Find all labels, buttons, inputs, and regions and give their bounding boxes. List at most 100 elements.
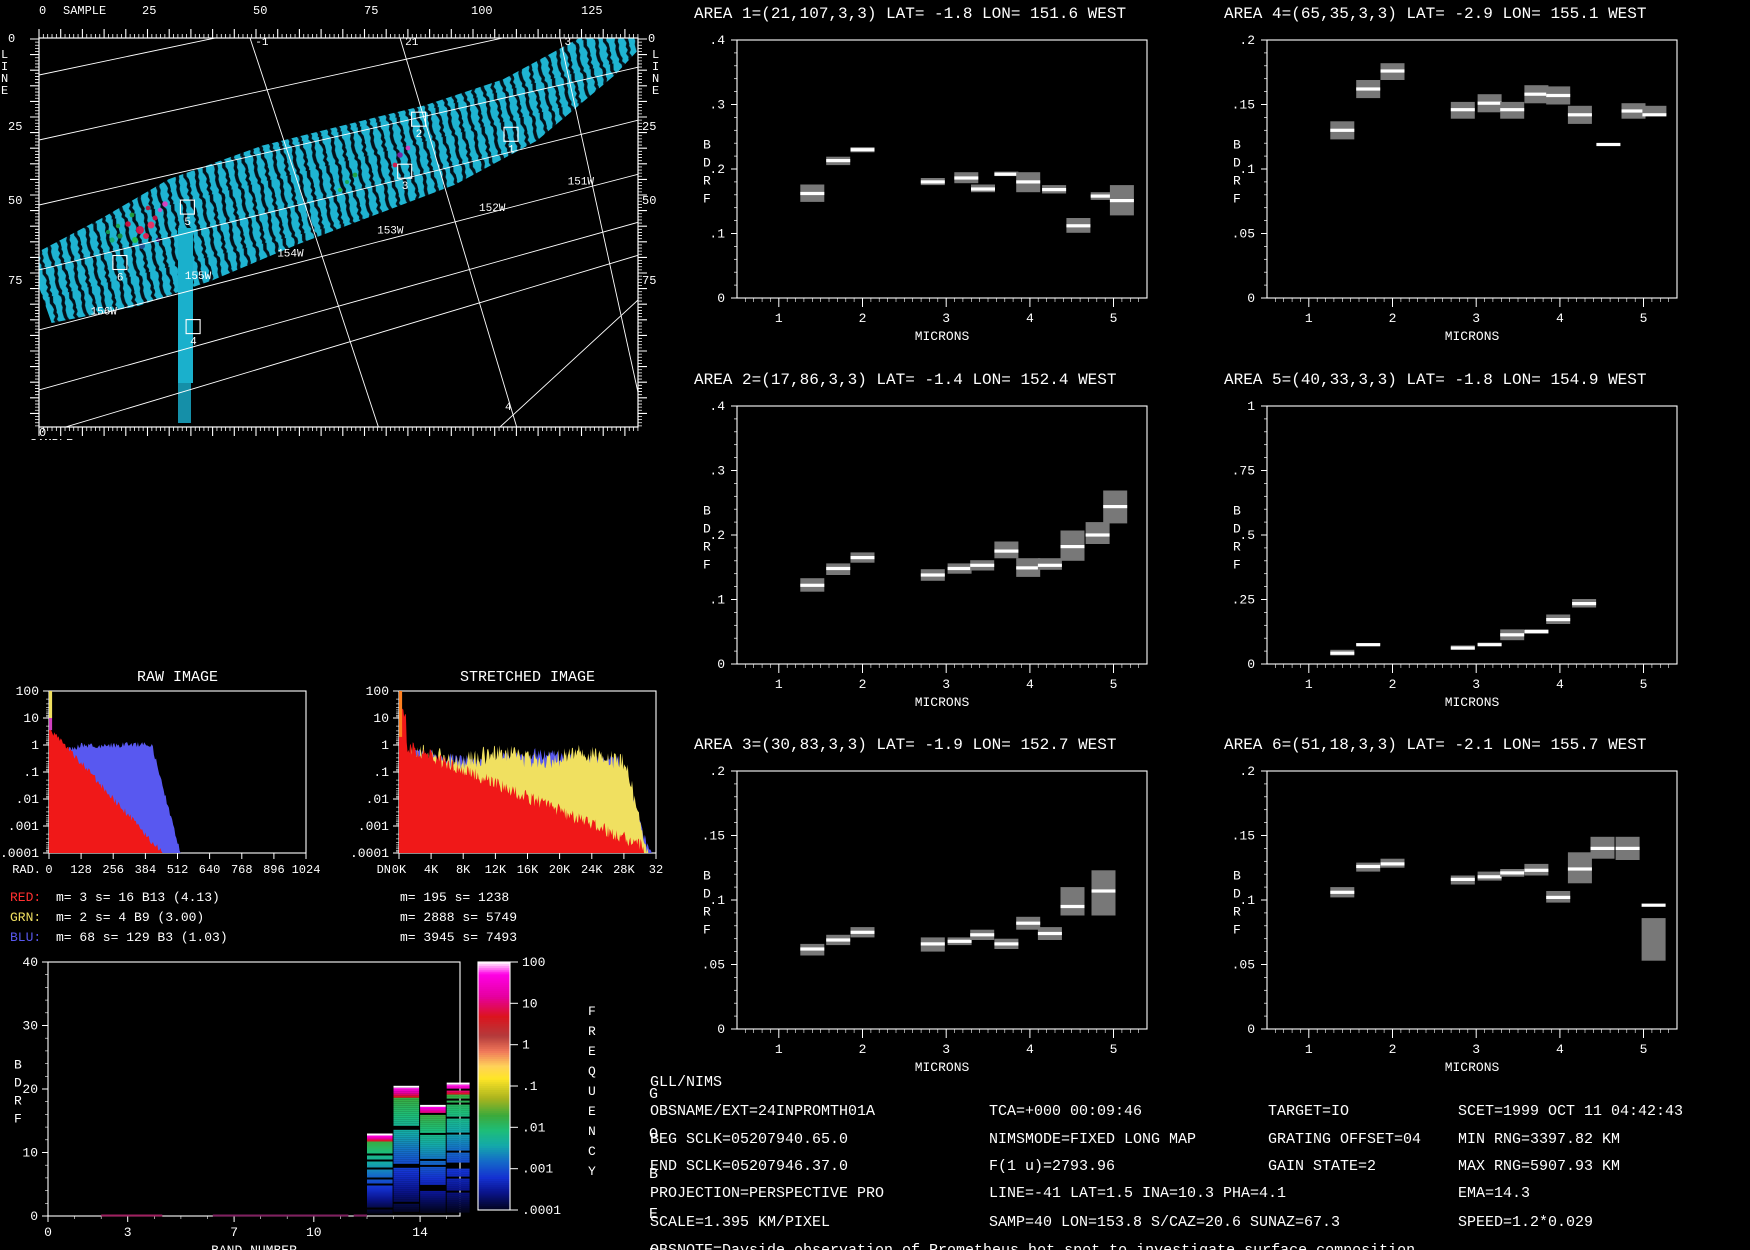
svg-text:3: 3 bbox=[1472, 677, 1480, 692]
svg-text:B: B bbox=[703, 503, 711, 518]
svg-text:C: C bbox=[588, 1144, 596, 1159]
svg-text:0: 0 bbox=[1247, 291, 1255, 306]
svg-text:MICRONS: MICRONS bbox=[915, 1060, 970, 1075]
svg-text:R: R bbox=[588, 1024, 596, 1039]
svg-text:OBSNAME/EXT=24INPROMTH01A: OBSNAME/EXT=24INPROMTH01A bbox=[650, 1103, 875, 1120]
svg-text:.1: .1 bbox=[1239, 893, 1255, 908]
svg-text:.25: .25 bbox=[1232, 593, 1255, 608]
svg-text:.05: .05 bbox=[1232, 227, 1255, 242]
svg-text:1: 1 bbox=[522, 1038, 530, 1053]
svg-text:2: 2 bbox=[1389, 311, 1397, 326]
svg-text:128: 128 bbox=[70, 863, 92, 877]
svg-text:.75: .75 bbox=[1232, 464, 1255, 479]
svg-text:EMA=14.3: EMA=14.3 bbox=[1458, 1185, 1530, 1202]
svg-text:.3: .3 bbox=[709, 464, 725, 479]
svg-text:.1: .1 bbox=[709, 227, 725, 242]
svg-text:m= 2 s= 4 B9 (3.00): m= 2 s= 4 B9 (3.00) bbox=[56, 910, 204, 925]
svg-text:0: 0 bbox=[1247, 1022, 1255, 1037]
svg-text:LINE=-41 LAT=1.5 INA=10.: LINE=-41 LAT=1.5 INA=10.3 PHA=4.1 bbox=[989, 1185, 1286, 1202]
svg-text:R: R bbox=[703, 173, 711, 188]
svg-text:896: 896 bbox=[263, 863, 285, 877]
svg-text:10: 10 bbox=[306, 1225, 322, 1240]
svg-text:AREA 3=(30,83,3,3) LAT= -1.9: AREA 3=(30,83,3,3) LAT= -1.9 LON= 152.7 … bbox=[694, 736, 1116, 754]
svg-text:0: 0 bbox=[45, 863, 52, 877]
svg-text:MICRONS: MICRONS bbox=[915, 329, 970, 344]
svg-text:.1: .1 bbox=[23, 765, 39, 780]
svg-text:MICRONS: MICRONS bbox=[1445, 695, 1500, 710]
svg-text:640: 640 bbox=[199, 863, 221, 877]
svg-text:4K: 4K bbox=[424, 863, 439, 877]
svg-text:F: F bbox=[1233, 922, 1241, 937]
svg-text:0: 0 bbox=[717, 657, 725, 672]
svg-text:F: F bbox=[14, 1112, 22, 1127]
svg-text:B: B bbox=[1233, 137, 1241, 152]
svg-text:5: 5 bbox=[1640, 677, 1648, 692]
svg-text:100: 100 bbox=[366, 684, 389, 699]
svg-text:384: 384 bbox=[135, 863, 157, 877]
svg-text:24K: 24K bbox=[581, 863, 603, 877]
svg-text:.2: .2 bbox=[709, 764, 725, 779]
svg-text:0: 0 bbox=[717, 1022, 725, 1037]
svg-text:SCALE=1.395 KM/PIXEL: SCALE=1.395 KM/PIXEL bbox=[650, 1214, 830, 1231]
svg-text:.4: .4 bbox=[709, 33, 725, 48]
svg-text:20K: 20K bbox=[549, 863, 571, 877]
svg-text:.0001: .0001 bbox=[0, 846, 39, 861]
svg-text:D: D bbox=[703, 521, 711, 536]
svg-text:1: 1 bbox=[1305, 677, 1313, 692]
svg-text:.2: .2 bbox=[709, 162, 725, 177]
svg-text:E: E bbox=[588, 1044, 596, 1059]
svg-text:.3: .3 bbox=[709, 98, 725, 113]
svg-text:.0001: .0001 bbox=[350, 846, 389, 861]
svg-text:PROJECTION=PERSPECTIVE PRO: PROJECTION=PERSPECTIVE PRO bbox=[650, 1185, 884, 1202]
svg-text:R: R bbox=[1233, 539, 1241, 554]
svg-text:R: R bbox=[703, 539, 711, 554]
svg-text:8K: 8K bbox=[456, 863, 471, 877]
svg-text:D: D bbox=[1233, 521, 1241, 536]
svg-text:BEG SCLK=05207940.65.0: BEG SCLK=05207940.65.0 bbox=[650, 1131, 848, 1148]
svg-text:3: 3 bbox=[942, 677, 950, 692]
svg-text:30: 30 bbox=[22, 1019, 38, 1034]
svg-text:AREA 1=(21,107,3,3) LAT= -1.: AREA 1=(21,107,3,3) LAT= -1.8 LON= 151.6… bbox=[694, 5, 1126, 23]
svg-text:16K: 16K bbox=[517, 863, 539, 877]
svg-text:F: F bbox=[1233, 557, 1241, 572]
svg-text:.15: .15 bbox=[1232, 98, 1255, 113]
svg-text:AREA 5=(40,33,3,3) LAT= -1.8: AREA 5=(40,33,3,3) LAT= -1.8 LON= 154.9 … bbox=[1224, 371, 1646, 389]
svg-text:RAW IMAGE: RAW IMAGE bbox=[137, 669, 218, 686]
svg-text:F: F bbox=[1233, 191, 1241, 206]
svg-text:5: 5 bbox=[1640, 311, 1648, 326]
svg-text:F(1 u)=2793.96: F(1 u)=2793.96 bbox=[989, 1158, 1115, 1175]
svg-text:7: 7 bbox=[230, 1225, 238, 1240]
svg-text:m= 3 s= 16 B13 (4.13): m= 3 s= 16 B13 (4.13) bbox=[56, 890, 220, 905]
svg-text:B: B bbox=[1233, 503, 1241, 518]
svg-text:2: 2 bbox=[1389, 1042, 1397, 1057]
svg-text:STRETCHED IMAGE: STRETCHED IMAGE bbox=[460, 669, 595, 686]
svg-text:NIMSMODE=FIXED LONG MAP: NIMSMODE=FIXED LONG MAP bbox=[989, 1131, 1196, 1148]
svg-text:F: F bbox=[703, 922, 711, 937]
svg-text:20: 20 bbox=[22, 1082, 38, 1097]
svg-text:10: 10 bbox=[522, 996, 538, 1011]
svg-text:2: 2 bbox=[859, 677, 867, 692]
svg-text:SPEED=1.2*0.029: SPEED=1.2*0.029 bbox=[1458, 1214, 1593, 1231]
svg-text:100: 100 bbox=[16, 684, 39, 699]
svg-text:BLU:: BLU: bbox=[10, 930, 41, 945]
svg-text:OBSNOTE=Dayside observation of: OBSNOTE=Dayside observation of Prometheu… bbox=[650, 1242, 1415, 1250]
svg-text:N: N bbox=[588, 1124, 596, 1139]
svg-text:4: 4 bbox=[1026, 1042, 1034, 1057]
svg-text:.2: .2 bbox=[709, 528, 725, 543]
svg-text:GRATING OFFSET=04: GRATING OFFSET=04 bbox=[1268, 1131, 1421, 1148]
svg-text:SAMP=40 LON=153.8 S/CAZ=2: SAMP=40 LON=153.8 S/CAZ=20.6 SUNAZ=67.3 bbox=[989, 1214, 1340, 1231]
svg-text:1: 1 bbox=[1305, 311, 1313, 326]
svg-text:10: 10 bbox=[22, 1146, 38, 1161]
svg-text:AREA 6=(51,18,3,3) LAT= -2.1: AREA 6=(51,18,3,3) LAT= -2.1 LON= 155.7 … bbox=[1224, 736, 1646, 754]
svg-text:.001: .001 bbox=[522, 1162, 553, 1177]
svg-text:END SCLK=05207946.37.0: END SCLK=05207946.37.0 bbox=[650, 1158, 848, 1175]
svg-text:B: B bbox=[14, 1058, 22, 1073]
svg-text:D: D bbox=[14, 1076, 22, 1091]
svg-text:.01: .01 bbox=[522, 1120, 546, 1135]
svg-text:.4: .4 bbox=[709, 399, 725, 414]
svg-text:MICRONS: MICRONS bbox=[915, 695, 970, 710]
svg-text:4: 4 bbox=[1026, 311, 1034, 326]
svg-text:R: R bbox=[14, 1094, 22, 1109]
svg-text:10: 10 bbox=[23, 711, 39, 726]
svg-text:TARGET=IO: TARGET=IO bbox=[1268, 1103, 1349, 1120]
